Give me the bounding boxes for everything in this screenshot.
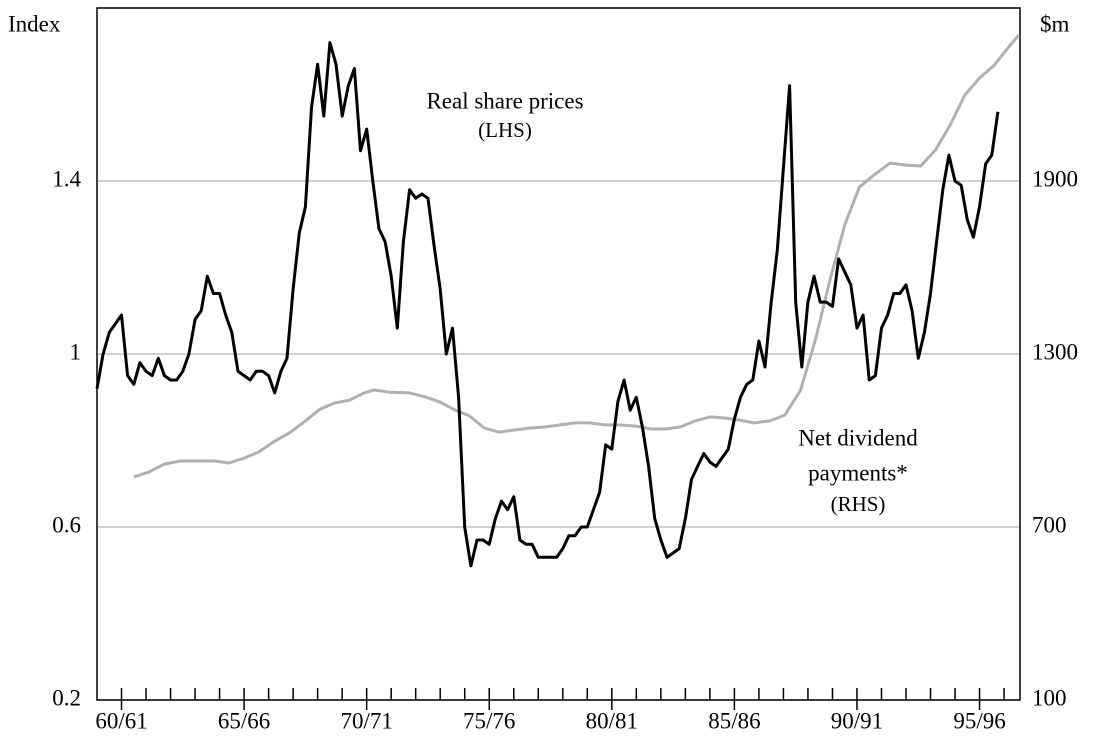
plot-frame [96, 7, 1021, 701]
y2-axis-label: $m [1040, 11, 1070, 36]
y-tick-label: 0.6 [52, 512, 81, 537]
x-tick-label: 75/76 [463, 708, 515, 733]
x-tick-label: 65/66 [218, 708, 270, 733]
y2-tick-label: 1900 [1032, 166, 1078, 191]
y-tick-label: 1.4 [52, 166, 81, 191]
x-tick-label: 60/61 [95, 708, 147, 733]
series-line [133, 34, 1020, 479]
y2-tick-label: 100 [1032, 685, 1067, 710]
y2-tick-label: 1300 [1032, 339, 1078, 364]
y2-tick-label: 700 [1032, 512, 1067, 537]
annotation: Net dividend [798, 425, 918, 450]
x-tick-label: 80/81 [586, 708, 638, 733]
annotation: Real share prices [426, 88, 583, 113]
x-tick-label: 85/86 [708, 708, 760, 733]
annotation: (RHS) [831, 492, 886, 516]
y-tick-label: 1 [70, 339, 82, 364]
x-tick-label: 90/91 [831, 708, 883, 733]
y-axis-label: Index [8, 11, 61, 36]
series-line [95, 41, 1000, 568]
annotation: payments* [808, 460, 908, 485]
plot: 0.2 0.6 1 1.4 100 700 1300 1900 60/61 65/66 70/71 7… [52, 7, 1078, 733]
x-tick-label: 95/96 [953, 708, 1005, 733]
x-tick-label: 70/71 [340, 708, 392, 733]
y-tick-label: 0.2 [52, 685, 81, 710]
annotation: (LHS) [478, 118, 532, 142]
